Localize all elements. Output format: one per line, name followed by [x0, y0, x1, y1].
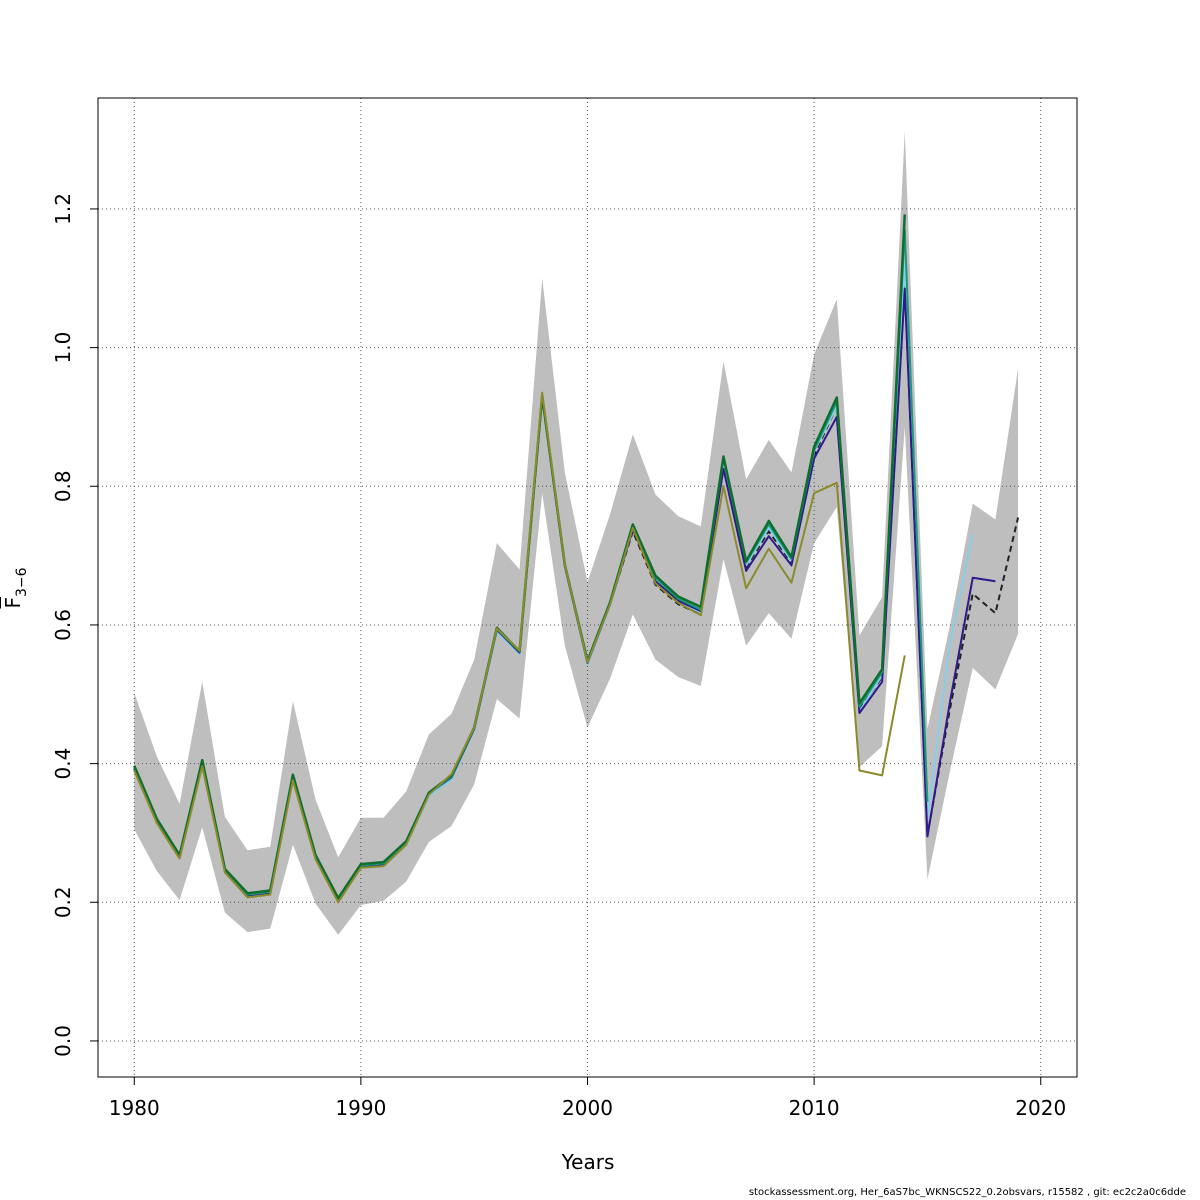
y-tick-label: 1.2 — [51, 193, 75, 225]
y-axis-title-subscript: 3−6 — [14, 567, 30, 597]
x-tick-label: 2000 — [562, 1096, 613, 1120]
y-axis: 0.0 0.2 0.4 0.6 0.8 1.0 1.2 — [51, 193, 98, 1057]
series-layer — [133, 214, 1020, 904]
x-tick-label: 1990 — [335, 1096, 386, 1120]
confidence-band-layer — [134, 131, 1019, 935]
y-tick-label: 0.8 — [51, 470, 75, 502]
x-tick-label: 2010 — [789, 1096, 840, 1120]
confidence-band — [134, 131, 1019, 935]
footer-credit: stockassessment.org, Her_6aS7bc_WKNSCS22… — [748, 1187, 1186, 1198]
y-tick-label: 0.0 — [51, 1025, 75, 1057]
y-axis-title: F3−6 — [1, 567, 30, 608]
series-line-6 — [133, 391, 906, 904]
x-tick-label: 1980 — [109, 1096, 160, 1120]
y-tick-label: 0.2 — [51, 886, 75, 918]
y-tick-label: 0.4 — [51, 748, 75, 780]
y-tick-label: 0.6 — [51, 609, 75, 641]
x-tick-label: 2020 — [1015, 1096, 1066, 1120]
x-axis: 1980 1990 2000 2010 2020 — [109, 1077, 1066, 1120]
y-axis-title-main: F — [1, 597, 25, 609]
y-tick-label: 1.0 — [51, 332, 75, 364]
x-axis-title: Years — [561, 1150, 615, 1174]
